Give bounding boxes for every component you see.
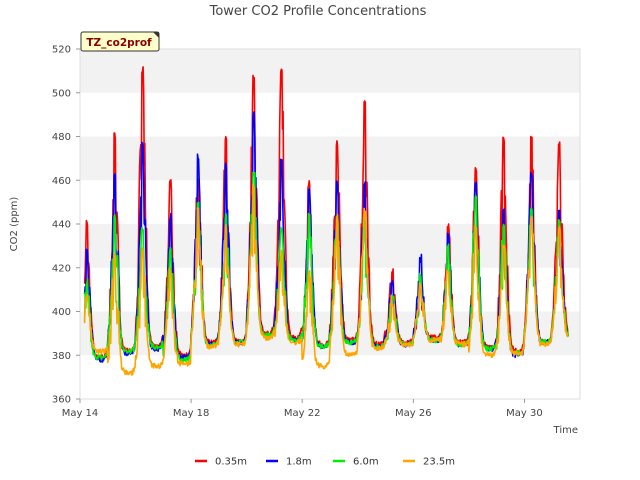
x-tick-label: May 30 bbox=[506, 408, 543, 419]
series-lines bbox=[83, 66, 570, 376]
grid-band bbox=[80, 224, 580, 268]
plot-bands bbox=[80, 49, 580, 399]
y-axis-label: CO2 (ppm) bbox=[9, 197, 20, 252]
x-tick-label: May 18 bbox=[173, 408, 210, 419]
annotation-badge: TZ_co2prof bbox=[80, 31, 160, 52]
annotation-text: TZ_co2prof bbox=[86, 37, 152, 49]
x-tick-label: May 14 bbox=[62, 408, 99, 419]
series-line-23.5m bbox=[83, 184, 570, 376]
y-tick-label: 440 bbox=[52, 220, 71, 231]
y-tick-label: 520 bbox=[52, 45, 71, 56]
x-tick-label: May 22 bbox=[284, 408, 321, 419]
grid-band bbox=[80, 267, 580, 312]
legend-label: 0.35m bbox=[215, 457, 247, 468]
grid-band bbox=[80, 92, 580, 137]
y-tick-label: 460 bbox=[52, 176, 71, 187]
y-tick-label: 360 bbox=[52, 395, 71, 406]
x-tick-label: May 26 bbox=[395, 408, 432, 419]
grid-band bbox=[80, 355, 580, 399]
grid-band bbox=[80, 180, 580, 224]
grid-band bbox=[80, 49, 580, 93]
x-axis: May 14 May 18 May 22 May 26 May 30 bbox=[62, 399, 543, 419]
y-tick-label: 420 bbox=[52, 263, 71, 274]
chart-title: Tower CO2 Profile Concentrations bbox=[209, 4, 427, 19]
x-axis-label: Time bbox=[553, 425, 578, 436]
y-tick-label: 500 bbox=[52, 88, 71, 99]
y-tick-label: 480 bbox=[52, 132, 71, 143]
y-axis: 360 380 400 420 440 460 480 500 520 bbox=[52, 45, 80, 406]
legend-label: 23.5m bbox=[423, 457, 455, 468]
legend-label: 1.8m bbox=[286, 457, 312, 468]
legend: 0.35m 1.8m 6.0m 23.5m bbox=[195, 457, 455, 468]
legend-label: 6.0m bbox=[353, 457, 379, 468]
y-tick-label: 400 bbox=[52, 307, 71, 318]
y-tick-label: 380 bbox=[52, 351, 71, 362]
grid-band bbox=[80, 136, 580, 181]
